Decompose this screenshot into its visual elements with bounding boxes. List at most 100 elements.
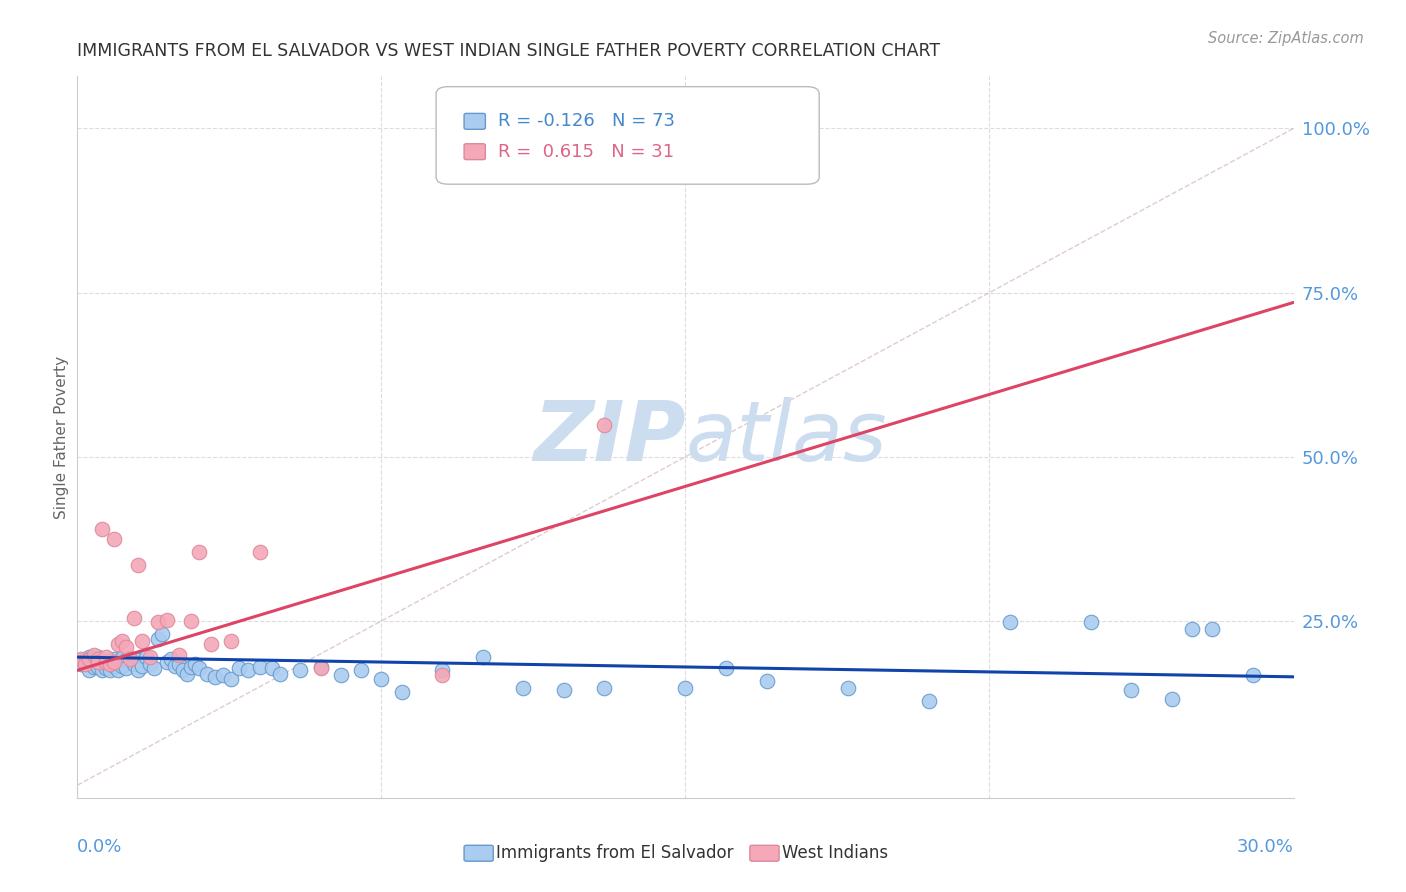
Point <box>90 522 112 536</box>
Point <box>1181 622 1204 636</box>
Point <box>228 661 250 675</box>
Point <box>94 655 117 669</box>
Point <box>98 663 121 677</box>
Point <box>111 651 134 665</box>
Text: R = -0.126   N = 73: R = -0.126 N = 73 <box>498 112 675 130</box>
Point <box>94 661 117 675</box>
Point <box>176 666 198 681</box>
Point <box>111 658 134 673</box>
Point <box>593 681 616 695</box>
Point <box>107 637 129 651</box>
Point <box>249 545 271 559</box>
Point <box>159 652 181 666</box>
Point <box>269 666 291 681</box>
Point <box>188 545 211 559</box>
Text: Immigrants from El Salvador: Immigrants from El Salvador <box>496 844 733 863</box>
Point <box>391 685 413 699</box>
Text: 0.0%: 0.0% <box>77 838 122 856</box>
Point <box>103 658 125 673</box>
FancyBboxPatch shape <box>464 144 485 160</box>
Point <box>86 652 108 666</box>
Point <box>180 660 202 674</box>
Point <box>115 653 138 667</box>
Point <box>290 663 312 677</box>
Point <box>127 663 149 677</box>
Point <box>86 650 108 665</box>
Point <box>152 627 174 641</box>
Point <box>107 663 129 677</box>
Point <box>155 655 177 669</box>
Point <box>236 663 259 677</box>
Point <box>107 655 129 669</box>
Point <box>75 653 97 667</box>
Point <box>135 650 157 665</box>
Point <box>148 632 170 647</box>
Point <box>675 681 697 695</box>
Point <box>70 657 93 671</box>
Point <box>593 418 616 433</box>
Point <box>309 661 332 675</box>
Text: ZIP: ZIP <box>533 397 686 477</box>
Text: R =  0.615   N = 31: R = 0.615 N = 31 <box>498 143 673 161</box>
Point <box>115 661 138 675</box>
Point <box>221 633 243 648</box>
Point <box>212 668 235 682</box>
Point <box>1201 622 1223 636</box>
Point <box>1080 615 1102 630</box>
Point <box>918 694 941 708</box>
Point <box>1121 683 1143 698</box>
Text: Source: ZipAtlas.com: Source: ZipAtlas.com <box>1208 31 1364 46</box>
Point <box>79 663 101 677</box>
Point <box>430 663 453 677</box>
Point <box>98 653 121 667</box>
Text: IMMIGRANTS FROM EL SALVADOR VS WEST INDIAN SINGLE FATHER POVERTY CORRELATION CHA: IMMIGRANTS FROM EL SALVADOR VS WEST INDI… <box>77 43 941 61</box>
Text: atlas: atlas <box>686 397 887 477</box>
Point <box>139 657 162 671</box>
Point <box>131 658 153 673</box>
Point <box>79 652 101 666</box>
Point <box>122 611 145 625</box>
Point <box>755 674 778 689</box>
Point <box>103 532 125 546</box>
Point <box>714 661 737 675</box>
FancyBboxPatch shape <box>464 846 494 861</box>
Point <box>180 614 202 628</box>
Point <box>94 657 117 671</box>
Point <box>1161 691 1184 706</box>
Point <box>131 633 153 648</box>
Point <box>167 648 190 662</box>
Point <box>512 681 534 695</box>
Point <box>118 651 141 665</box>
Point <box>553 683 575 698</box>
Text: West Indians: West Indians <box>782 844 887 863</box>
Point <box>94 650 117 665</box>
Point <box>83 648 105 662</box>
Point <box>148 615 170 630</box>
Point <box>86 660 108 674</box>
Point <box>188 661 211 675</box>
Point <box>167 657 190 671</box>
Point <box>309 660 332 674</box>
Point <box>103 652 125 666</box>
Point <box>83 653 105 667</box>
Point <box>195 666 218 681</box>
Point <box>139 650 162 665</box>
Point <box>122 657 145 671</box>
Point <box>79 650 101 665</box>
Point <box>127 558 149 573</box>
Point <box>172 663 194 677</box>
Point <box>111 633 134 648</box>
Point <box>90 663 112 677</box>
Point <box>350 663 373 677</box>
Point <box>370 672 392 686</box>
Point <box>204 670 226 684</box>
Point <box>1241 668 1264 682</box>
Point <box>184 657 207 671</box>
Point <box>249 660 271 674</box>
Point <box>163 658 186 673</box>
Point <box>115 640 138 655</box>
FancyBboxPatch shape <box>464 113 485 129</box>
Point <box>118 652 141 666</box>
Point <box>86 655 108 669</box>
Point <box>430 668 453 682</box>
